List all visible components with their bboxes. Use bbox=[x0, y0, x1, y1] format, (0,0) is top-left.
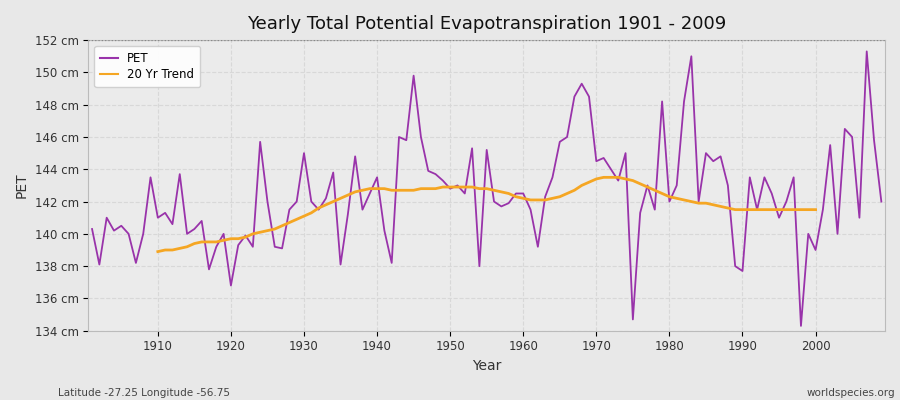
Y-axis label: PET: PET bbox=[15, 173, 29, 198]
Text: worldspecies.org: worldspecies.org bbox=[807, 388, 896, 398]
Text: Latitude -27.25 Longitude -56.75: Latitude -27.25 Longitude -56.75 bbox=[58, 388, 230, 398]
X-axis label: Year: Year bbox=[472, 359, 501, 373]
Title: Yearly Total Potential Evapotranspiration 1901 - 2009: Yearly Total Potential Evapotranspiratio… bbox=[248, 15, 726, 33]
Legend: PET, 20 Yr Trend: PET, 20 Yr Trend bbox=[94, 46, 201, 87]
